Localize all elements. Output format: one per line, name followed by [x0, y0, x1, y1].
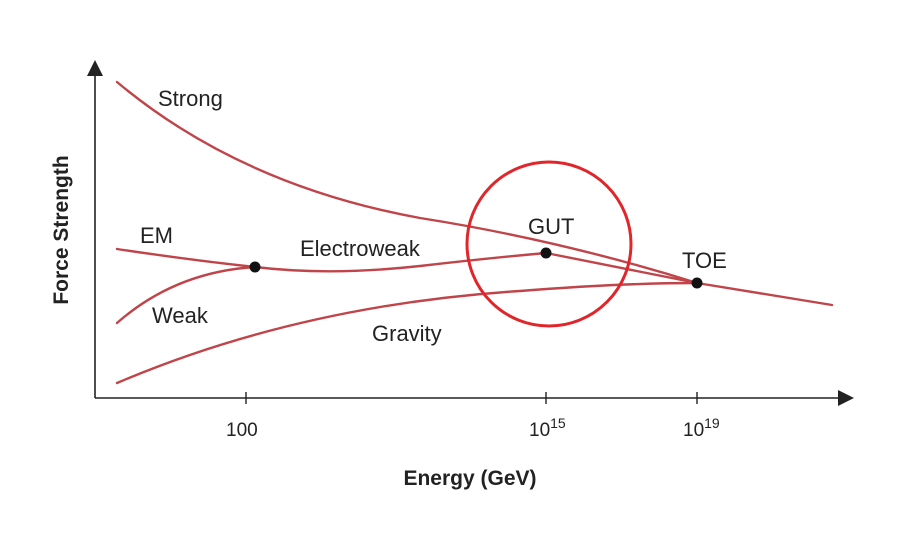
em-force-curve — [115, 247, 257, 269]
gut-point — [540, 247, 552, 259]
electroweak-label: Electroweak — [300, 236, 421, 261]
y-axis-title: Force Strength — [50, 155, 73, 304]
gravity-curve — [115, 281, 699, 385]
x-tick-label-10e15-exp: 15 — [550, 415, 566, 431]
electroweak-unification-point — [249, 261, 261, 273]
x-tick-label-10e19: 1019 — [683, 415, 720, 441]
x-axis-title: Energy (GeV) — [403, 467, 536, 490]
weak-label: Weak — [152, 303, 209, 328]
gut-label: GUT — [528, 214, 574, 239]
gravity-label: Gravity — [372, 321, 442, 346]
strong-force-curve — [115, 80, 834, 307]
gut-highlight-circle — [465, 160, 633, 328]
toe-point — [691, 277, 703, 289]
x-tick-label-100: 100 — [226, 420, 258, 441]
gut-to-toe-curve — [544, 251, 699, 285]
x-tick-label-10e15: 1015 — [529, 415, 566, 441]
strong-label: Strong — [158, 86, 223, 111]
x-tick-label-10e19-base: 10 — [683, 420, 704, 441]
toe-label: TOE — [682, 248, 727, 273]
electroweak-curve — [253, 251, 548, 273]
weak-force-curve — [115, 265, 257, 325]
x-tick-label-10e15-base: 10 — [529, 420, 550, 441]
em-label: EM — [140, 223, 173, 248]
x-tick-label-10e19-exp: 19 — [704, 415, 720, 431]
